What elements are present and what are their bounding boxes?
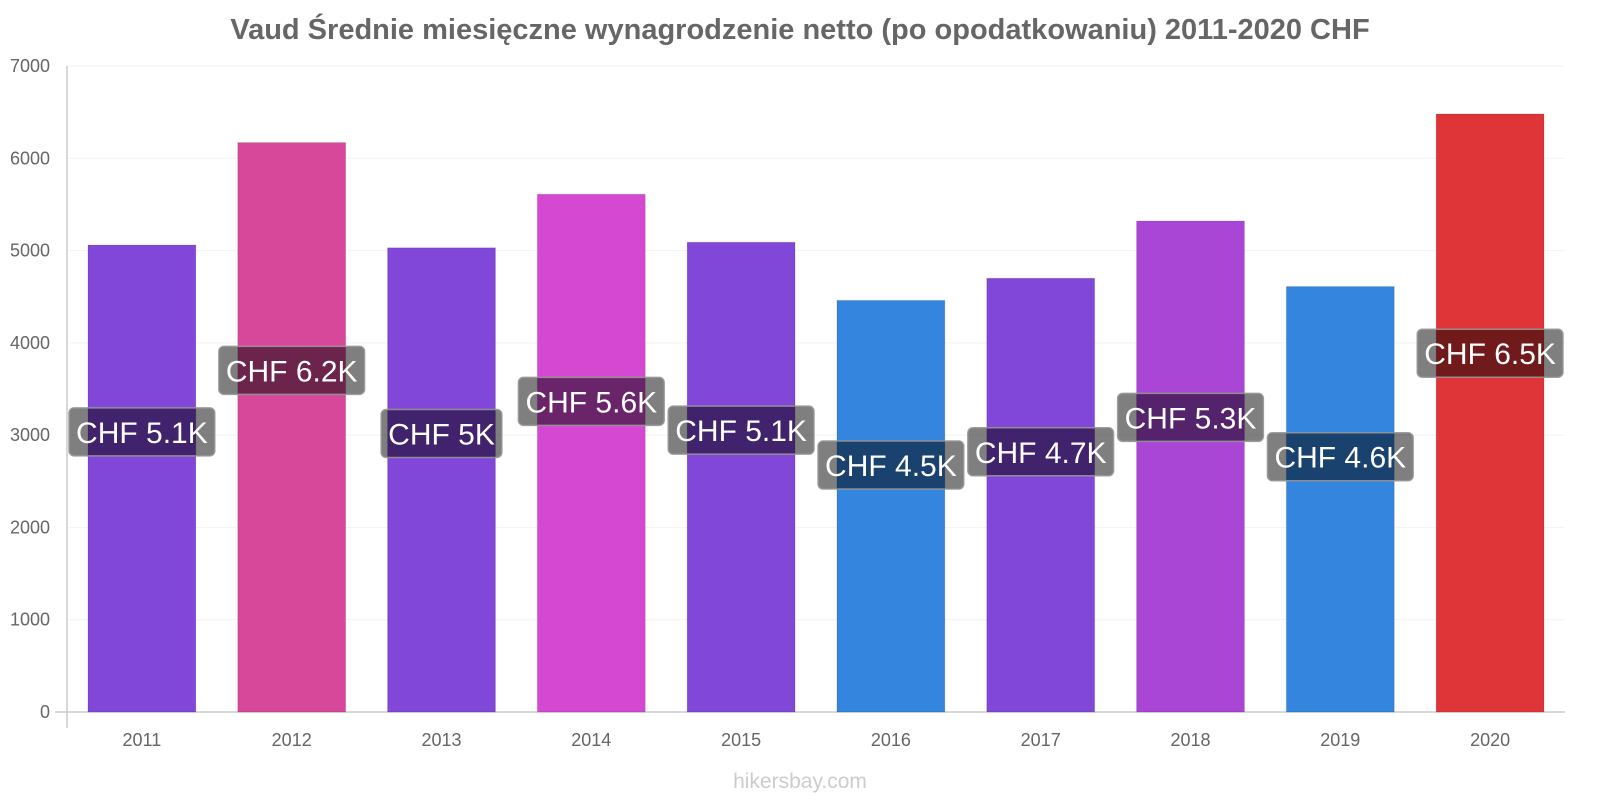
y-tick-label: 3000 — [10, 425, 50, 445]
data-label: CHF 5.1K — [675, 415, 807, 448]
y-tick-label: 1000 — [10, 610, 50, 630]
data-label-box — [68, 407, 216, 457]
data-label-box — [1116, 392, 1265, 443]
data-label-box — [1416, 328, 1564, 378]
x-tick-label: 2012 — [272, 730, 312, 750]
bar — [1136, 220, 1245, 713]
data-label: CHF 5.3K — [1125, 402, 1257, 435]
data-label-box — [1266, 431, 1414, 482]
bar — [387, 247, 496, 713]
y-tick-label: 2000 — [10, 517, 50, 537]
x-tick-label: 2013 — [421, 730, 461, 750]
bar — [536, 193, 646, 713]
x-tick-label: 2014 — [571, 730, 611, 750]
data-label-box — [218, 345, 366, 396]
y-tick-label: 0 — [40, 702, 50, 722]
x-tick-label: 2018 — [1170, 730, 1210, 750]
y-tick-label: 6000 — [10, 148, 50, 168]
bar — [237, 142, 347, 713]
data-label-box — [667, 405, 815, 455]
data-label: CHF 6.5K — [1424, 338, 1556, 371]
x-tick-label: 2016 — [871, 730, 911, 750]
bar — [686, 241, 796, 713]
x-tick-label: 2020 — [1470, 730, 1510, 750]
bar — [986, 277, 1096, 713]
data-label: CHF 5K — [388, 418, 495, 451]
chart-title: Vaud Średnie miesięczne wynagrodzenie ne… — [230, 14, 1370, 46]
bar — [87, 244, 197, 713]
data-label-box — [517, 376, 665, 427]
data-label-box — [380, 408, 503, 459]
data-label: CHF 6.2K — [226, 355, 358, 388]
data-label: CHF 4.7K — [975, 437, 1107, 470]
x-tick-label: 2017 — [1021, 730, 1061, 750]
data-label: CHF 5.6K — [525, 386, 657, 419]
x-tick-label: 2015 — [721, 730, 761, 750]
bar — [1285, 286, 1395, 713]
y-tick-label: 5000 — [10, 241, 50, 261]
x-tick-label: 2011 — [123, 730, 162, 750]
watermark: hikersbay.com — [733, 770, 867, 793]
data-label: CHF 4.6K — [1274, 442, 1406, 475]
y-tick-label: 7000 — [10, 56, 50, 76]
data-label-box — [817, 440, 965, 490]
data-label: CHF 4.5K — [825, 450, 957, 483]
data-label-box — [967, 427, 1115, 477]
data-label: CHF 5.1K — [76, 417, 208, 450]
bar — [1435, 113, 1545, 713]
x-tick-label: 2019 — [1320, 730, 1360, 750]
bar — [836, 299, 946, 713]
y-tick-label: 4000 — [10, 333, 50, 353]
